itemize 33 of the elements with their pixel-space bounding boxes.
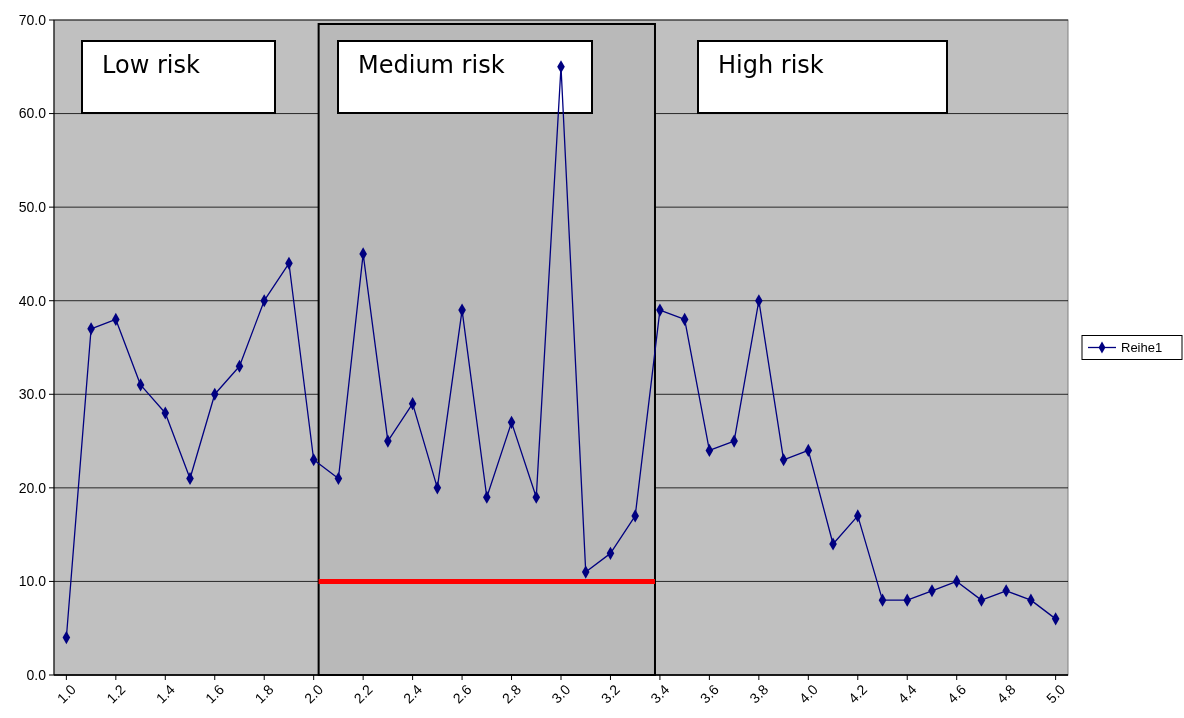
annotation: High risk bbox=[718, 51, 824, 79]
x-tick-label: 4.2 bbox=[845, 681, 871, 707]
x-tick-label: 2.2 bbox=[350, 681, 376, 707]
x-tick-label: 3.0 bbox=[548, 681, 574, 707]
x-tick-label: 1.6 bbox=[202, 681, 228, 707]
x-tick-label: 2.0 bbox=[301, 681, 327, 707]
y-tick-label: 50.0 bbox=[18, 199, 47, 216]
x-tick-label: 3.2 bbox=[597, 681, 624, 707]
y-tick-label: 70.0 bbox=[18, 11, 47, 28]
y-tick-label: 40.0 bbox=[18, 292, 47, 309]
x-tick-label: 1.4 bbox=[152, 681, 178, 707]
y-tick-label: 10.0 bbox=[18, 573, 47, 590]
x-tick-label: 3.6 bbox=[696, 681, 723, 707]
x-tick-label: 2.6 bbox=[449, 681, 475, 707]
x-tick-label: 4.4 bbox=[894, 681, 920, 707]
legend-label: Reihe1 bbox=[1121, 340, 1163, 356]
y-tick-label: 60.0 bbox=[18, 105, 47, 122]
y-tick-label: 30.0 bbox=[18, 386, 47, 403]
x-tick-label: 1.2 bbox=[103, 681, 129, 707]
x-tick-label: 3.8 bbox=[746, 681, 772, 707]
annotation: Medium risk bbox=[358, 51, 505, 79]
x-tick-label: 4.8 bbox=[993, 681, 1019, 707]
x-tick-label: 2.4 bbox=[400, 681, 426, 707]
x-tick-label: 4.6 bbox=[944, 681, 970, 707]
x-tick-label: 2.8 bbox=[498, 681, 525, 707]
annotation: Low risk bbox=[102, 51, 200, 79]
x-tick-label: 5.0 bbox=[1043, 681, 1069, 707]
x-tick-label: 4.0 bbox=[795, 681, 821, 707]
x-tick-label: 1.0 bbox=[53, 681, 79, 707]
x-tick-label: 3.4 bbox=[647, 681, 673, 707]
y-tick-label: 0.0 bbox=[26, 666, 47, 683]
x-tick-label: 1.8 bbox=[251, 681, 277, 707]
y-tick-label: 20.0 bbox=[18, 479, 47, 496]
